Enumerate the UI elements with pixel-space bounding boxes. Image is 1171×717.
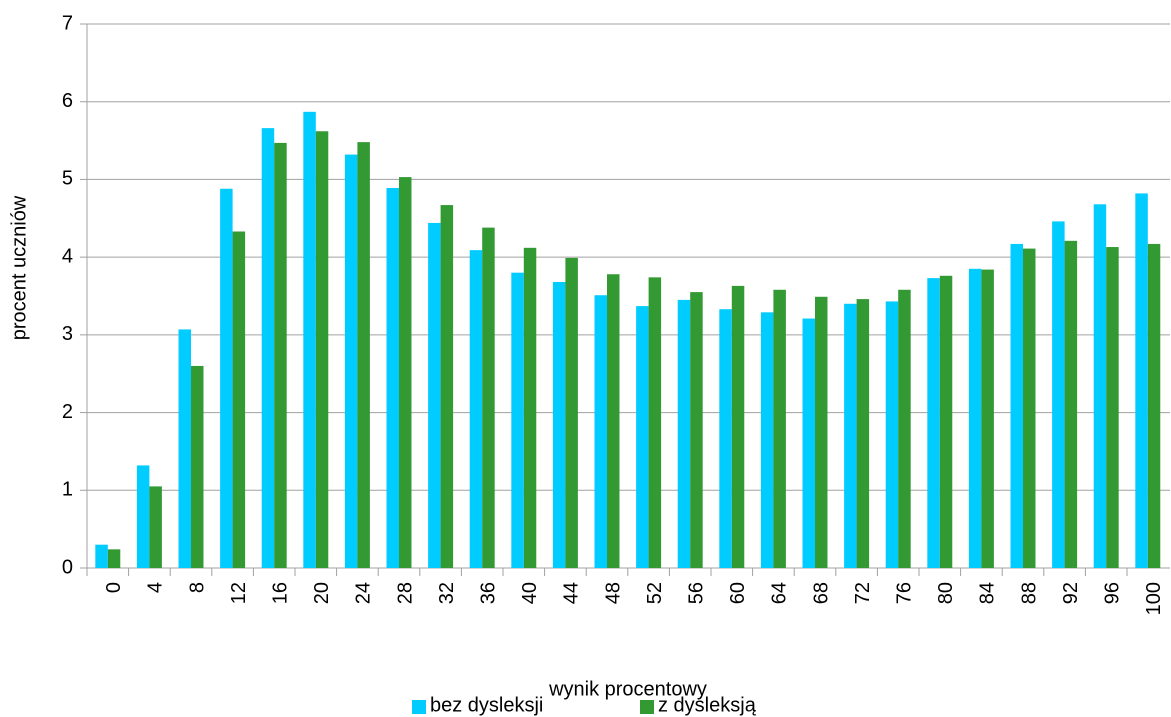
bar [386,187,399,568]
x-tick-label: 60 [727,582,749,604]
bar [1052,221,1065,568]
bar [136,465,150,568]
bar [261,128,275,568]
y-tick-label: 1 [62,479,73,501]
legend-label: bez dysleksji [430,694,543,716]
bar [1023,248,1036,568]
x-tick-label: 36 [477,582,499,604]
bar [315,131,329,568]
x-tick-label: 56 [685,582,707,604]
bar [552,282,566,568]
bar [95,544,108,568]
x-tick-label: 20 [311,582,333,604]
bar [844,303,857,568]
bar [760,312,774,568]
x-tick-label: 28 [394,582,416,604]
y-tick-label: 7 [62,12,73,34]
bar [1093,204,1107,568]
x-tick-label: 52 [644,582,666,604]
bar [511,272,524,568]
x-tick-label: 92 [1060,582,1082,604]
legend-swatch [640,700,654,714]
y-tick-label: 4 [62,245,73,267]
bar [802,318,815,568]
y-tick-label: 0 [62,556,73,578]
x-tick-label: 76 [893,582,915,604]
bar [898,289,911,568]
bar [636,306,649,568]
bar [303,111,316,569]
bar [1010,243,1023,568]
x-tick-label: 68 [810,582,832,604]
x-tick-label: 44 [561,582,583,604]
bar [1147,243,1161,568]
bar [773,289,786,568]
bar [719,309,732,568]
bar [885,301,899,568]
bar [440,205,454,568]
x-tick-label: 48 [602,582,624,604]
y-tick-label: 6 [62,90,73,112]
bar [357,142,370,568]
y-tick-label: 2 [62,401,73,423]
x-tick-label: 16 [269,582,291,604]
x-tick-label: 12 [228,582,250,604]
x-tick-label: 72 [852,582,874,604]
x-tick-label: 24 [353,582,375,604]
bar [399,177,412,568]
bar [178,329,191,568]
bar [927,278,940,568]
bar [677,299,691,568]
x-tick-label: 84 [977,582,999,604]
bar [690,292,703,568]
x-tick-label: 32 [436,582,458,604]
bar [232,231,246,569]
bar [149,486,162,568]
x-tick-label: 8 [186,582,208,593]
bar [523,247,537,568]
bar [469,250,483,569]
x-tick-label: 88 [1018,582,1040,604]
x-tick-label: 40 [519,582,541,604]
bar [1106,247,1119,569]
x-tick-label: 96 [1101,582,1123,604]
x-tick-label: 4 [145,582,167,593]
bar [191,365,204,568]
x-tick-label: 80 [935,582,957,604]
bar [981,269,994,568]
bar [731,285,745,568]
y-tick-label: 3 [62,323,73,345]
bar [607,274,620,568]
y-axis-label: procent uczniów [8,195,30,340]
bar [274,142,287,568]
bar [856,299,870,568]
bar [648,277,662,568]
bar [968,268,982,568]
bar [594,295,607,568]
bar [428,222,441,568]
x-tick-label: 100 [1143,582,1165,615]
bar [815,296,828,568]
bar [1135,193,1148,568]
bar [344,154,358,568]
legend-label: z dysleksją [658,694,757,716]
bar [220,188,233,569]
x-tick-label: 64 [769,582,791,604]
legend-swatch [412,700,426,714]
x-tick-label: 0 [103,582,125,593]
bar [482,227,495,568]
y-tick-label: 5 [62,168,73,190]
x-axis-label: wynik procentowy [548,678,707,700]
bar [107,549,121,568]
bar [939,275,953,568]
bar [565,257,578,568]
bar [1064,240,1078,568]
